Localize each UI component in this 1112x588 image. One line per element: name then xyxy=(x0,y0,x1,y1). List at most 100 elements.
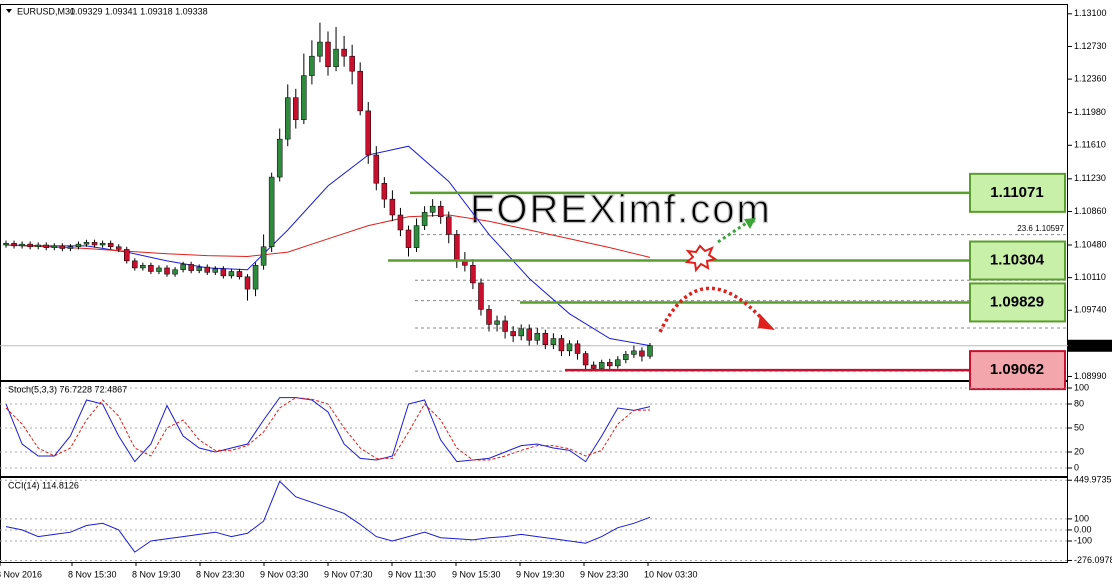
candle-body xyxy=(196,266,202,271)
candle-body xyxy=(59,245,66,249)
y-tick-label: 1.10480 xyxy=(1074,239,1107,249)
candle-body xyxy=(429,205,436,213)
candle-body xyxy=(124,249,130,262)
x-tick-label: 9 Nov 19:30 xyxy=(516,569,565,579)
candle-body xyxy=(615,359,621,367)
green-arrow xyxy=(717,220,749,244)
candle-body xyxy=(389,198,396,216)
candle-body xyxy=(204,266,210,273)
y-tick-label: 50 xyxy=(1074,422,1084,432)
plot-layer: FOREXimf.com 23.6 1.10597 1.09338 1.11071 1.… xyxy=(0,8,1112,579)
candle-body xyxy=(542,332,549,345)
y-tick-label: 1.12730 xyxy=(1074,41,1107,51)
candle-body xyxy=(437,205,444,218)
candle-body xyxy=(446,216,452,235)
candle-body xyxy=(607,362,613,367)
candle-body xyxy=(397,214,404,231)
candle-body xyxy=(550,338,557,345)
cci-frame xyxy=(0,477,1068,563)
candle-body xyxy=(518,328,524,337)
level-label: 1.09062 xyxy=(990,361,1044,378)
candle-body xyxy=(574,343,581,354)
symbol: EURUSD,M30 xyxy=(17,6,75,16)
y-tick-label: 100 xyxy=(1074,513,1089,523)
y-tick-label: 1.08990 xyxy=(1074,371,1107,381)
candle-body xyxy=(212,268,219,273)
candle-body xyxy=(631,350,637,355)
candle-body xyxy=(526,328,532,341)
price-box xyxy=(1068,339,1112,352)
indicator-title: CCI(14) 114.8126 xyxy=(8,480,79,490)
y-tick-label: 449.9735 xyxy=(1074,475,1112,485)
y-tick-label: 1.11980 xyxy=(1074,107,1106,117)
panel-frames xyxy=(0,4,1068,563)
candle-body xyxy=(566,343,573,352)
candle-body xyxy=(365,110,371,156)
candle-body xyxy=(188,264,194,271)
candle-body xyxy=(381,182,388,200)
level-box xyxy=(969,240,1066,281)
candle-body xyxy=(91,242,98,246)
candle-body xyxy=(285,97,291,140)
candle-body xyxy=(99,242,106,246)
candle-body xyxy=(333,48,339,68)
y-tick-label: 100 xyxy=(1074,382,1089,392)
y-tick-label: -100 xyxy=(1074,535,1092,545)
candle-body xyxy=(534,332,541,341)
candle-body xyxy=(413,225,420,248)
candle-body xyxy=(590,364,597,369)
candle-body xyxy=(502,320,508,332)
fib-label: 23.6 1.10597 xyxy=(1017,224,1064,233)
main-frame xyxy=(0,4,1068,381)
price-label: 1.09338 xyxy=(1074,340,1107,350)
red-arrow xyxy=(658,286,767,333)
candle-body xyxy=(341,48,347,57)
quote: 1.09329 1.09341 1.09318 1.09338 xyxy=(70,6,208,16)
candle-body xyxy=(11,242,17,247)
stoch-frame xyxy=(0,381,1068,477)
candle-body xyxy=(172,269,178,275)
candle-body xyxy=(598,362,605,369)
y-tick-label: 1.10110 xyxy=(1074,272,1106,282)
burst-icon xyxy=(684,244,718,273)
candle-body xyxy=(140,265,146,269)
indicator-line xyxy=(5,397,651,461)
x-tick-label: 9 Nov 03:30 xyxy=(260,569,309,579)
menu-triangle[interactable] xyxy=(6,9,12,13)
y-tick-label: 1.13100 xyxy=(1074,8,1107,18)
y-tick-label: 1.12360 xyxy=(1074,73,1107,83)
y-tick-label: 1.09740 xyxy=(1074,305,1107,315)
green-arrowhead xyxy=(744,218,756,229)
x-tick-label: 8 Nov 2016 xyxy=(0,569,42,579)
level-label: 1.11071 xyxy=(990,184,1043,201)
y-tick-label: 0 xyxy=(1074,462,1079,472)
candle-body xyxy=(317,41,323,57)
y-tick-label: 1.11610 xyxy=(1074,140,1106,150)
red-arrowhead xyxy=(758,314,775,330)
candle-body xyxy=(107,242,114,248)
candle-body xyxy=(115,246,122,250)
watermark: FOREXimf.com xyxy=(470,188,772,232)
candle-body xyxy=(27,243,33,248)
y-tick-label: 0.00 xyxy=(1074,524,1092,534)
candle-body xyxy=(325,41,331,68)
candle-body xyxy=(558,338,565,352)
candle-body xyxy=(75,243,82,248)
candle-body xyxy=(132,260,138,269)
x-tick-label: 10 Nov 03:30 xyxy=(644,569,698,579)
level-label: 1.09829 xyxy=(990,293,1044,310)
candle-body xyxy=(405,229,412,248)
indicator-line xyxy=(5,480,651,553)
candle-body xyxy=(623,354,629,360)
y-tick-label: 1.11230 xyxy=(1074,173,1106,183)
x-tick-label: 8 Nov 23:30 xyxy=(196,569,245,579)
candle-body xyxy=(43,244,49,248)
candle-body xyxy=(3,242,9,246)
indicator-line xyxy=(5,214,651,258)
candle-body xyxy=(470,265,476,284)
candle-body xyxy=(51,245,58,248)
x-tick-label: 9 Nov 23:30 xyxy=(580,569,629,579)
candle-body xyxy=(67,246,74,249)
candle-body xyxy=(19,243,25,247)
